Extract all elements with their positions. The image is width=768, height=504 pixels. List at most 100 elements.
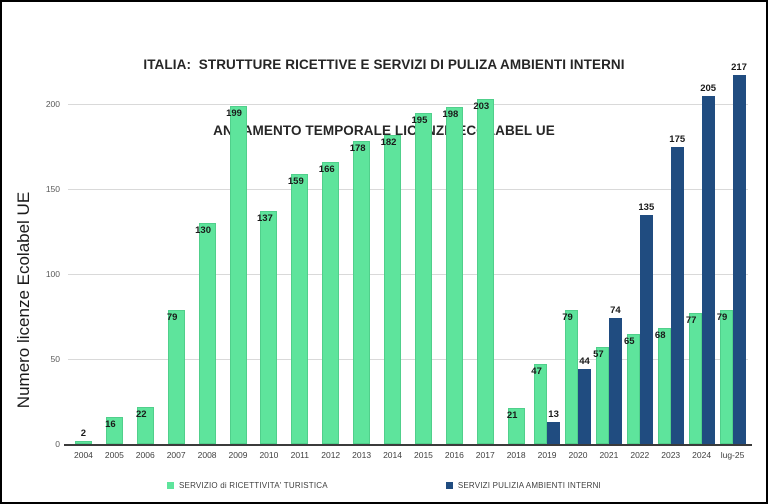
bar-ricettivita-2022 — [626, 333, 640, 444]
bar-label-ricettivita-2005: 16 — [105, 418, 116, 430]
bar-ricettivita-2004 — [74, 440, 92, 444]
x-tick-label-2017: 2017 — [475, 450, 495, 460]
bar-pulizia-2020 — [578, 369, 591, 444]
y-tick-label-100: 100 — [45, 269, 60, 279]
bar-ricettivita-2016 — [445, 107, 463, 444]
bar-label-ricettivita-lug-25: 79 — [716, 311, 728, 323]
bar-label-ricettivita-2004: 2 — [80, 427, 87, 439]
bar-label-ricettivita-2010: 137 — [256, 213, 273, 225]
gridline-100 — [68, 274, 748, 275]
bar-label-pulizia-2023: 175 — [669, 133, 686, 145]
gridline-200 — [68, 104, 748, 105]
x-tick-label-2012: 2012 — [321, 450, 341, 460]
chart-title: ITALIA: STRUTTURE RICETTIVE E SERVIZI DI… — [2, 10, 766, 186]
bar-label-ricettivita-2007: 79 — [166, 311, 178, 323]
x-axis-line — [64, 444, 752, 446]
x-tick-label-2006: 2006 — [135, 450, 155, 460]
bar-ricettivita-2009 — [229, 105, 247, 444]
bar-label-ricettivita-2015: 195 — [411, 114, 428, 126]
bar-ricettivita-2012 — [322, 161, 340, 444]
bar-ricettivita-2007 — [167, 309, 185, 444]
chart-title-line1: ITALIA: STRUTTURE RICETTIVE E SERVIZI DI… — [143, 57, 625, 72]
y-tick-label-50: 50 — [50, 354, 60, 364]
y-axis-title: Numero licenze Ecolabel UE — [14, 191, 33, 409]
bar-ricettivita-2017 — [476, 98, 494, 444]
bar-ricettivita-2021 — [595, 347, 609, 444]
bar-label-ricettivita-2014: 182 — [380, 136, 397, 148]
x-tick-label-2015: 2015 — [413, 450, 433, 460]
bar-ricettivita-2005 — [105, 416, 123, 444]
legend-swatch-blue-icon — [445, 482, 453, 489]
gridline-50 — [68, 359, 748, 360]
bar-label-ricettivita-2006: 22 — [135, 408, 147, 420]
bar-ricettivita-2010 — [260, 211, 278, 444]
bar-ricettivita-2024 — [688, 313, 702, 444]
x-tick-label-2008: 2008 — [197, 450, 217, 460]
bar-label-ricettivita-2009: 199 — [226, 107, 242, 119]
bar-ricettivita-2020 — [565, 309, 578, 444]
x-tick-label-2018: 2018 — [506, 450, 526, 460]
bar-label-ricettivita-2020: 79 — [562, 311, 573, 323]
bar-label-pulizia-2024: 205 — [700, 82, 717, 94]
x-tick-label-lug-25: lug-25 — [720, 450, 745, 460]
bar-pulizia-2022 — [639, 214, 653, 444]
bar-label-ricettivita-2021: 57 — [593, 349, 604, 361]
x-tick-label-2016: 2016 — [444, 450, 464, 460]
bar-label-pulizia-2022: 135 — [638, 201, 655, 213]
legend: SERVIZIO di RICETTIVITA' TURISTICA SERVI… — [2, 481, 766, 490]
bar-ricettivita-2011 — [291, 173, 309, 444]
bar-label-ricettivita-2016: 198 — [442, 109, 459, 121]
bar-label-ricettivita-2023: 68 — [654, 330, 666, 342]
x-tick-label-2004: 2004 — [73, 450, 93, 460]
legend-swatch-green-icon — [167, 482, 175, 489]
legend-item-pulizia-ambienti: SERVIZI PULIZIA AMBIENTI INTERNI — [445, 481, 601, 490]
bar-pulizia-lug-25 — [732, 75, 746, 444]
bar-ricettivita-2023 — [657, 328, 671, 444]
x-tick-label-2019: 2019 — [537, 450, 557, 460]
bar-ricettivita-2014 — [384, 134, 402, 444]
bar-label-pulizia-lug-25: 217 — [731, 62, 747, 74]
y-tick-label-150: 150 — [45, 184, 60, 194]
bar-pulizia-2019 — [547, 421, 561, 444]
x-tick-label-2013: 2013 — [352, 450, 372, 460]
gridline-150 — [68, 189, 748, 190]
bar-label-ricettivita-2019: 47 — [531, 366, 542, 378]
bar-ricettivita-lug-25 — [719, 309, 733, 444]
bar-ricettivita-2006 — [136, 406, 154, 444]
bar-label-ricettivita-2024: 77 — [685, 315, 697, 327]
bar-pulizia-2021 — [608, 318, 622, 444]
bar-label-ricettivita-2017: 203 — [473, 100, 490, 112]
x-tick-label-2014: 2014 — [383, 450, 402, 460]
x-tick-label-2021: 2021 — [599, 450, 619, 460]
legend-label-ricettivita-turistica: SERVIZIO di RICETTIVITA' TURISTICA — [179, 481, 328, 490]
bar-pulizia-2024 — [701, 95, 715, 444]
bar-ricettivita-2013 — [353, 141, 371, 444]
x-tick-label-2005: 2005 — [104, 450, 124, 460]
bar-label-ricettivita-2013: 178 — [349, 143, 366, 155]
bar-label-ricettivita-2018: 21 — [506, 410, 518, 422]
bar-pulizia-2023 — [670, 146, 684, 444]
y-tick-label-200: 200 — [45, 99, 60, 109]
bar-ricettivita-2015 — [414, 112, 432, 444]
legend-item-ricettivita-turistica: SERVIZIO di RICETTIVITA' TURISTICA — [167, 481, 328, 490]
bar-label-ricettivita-2011: 159 — [287, 175, 304, 187]
x-tick-label-2010: 2010 — [259, 450, 279, 460]
bar-ricettivita-2019 — [534, 364, 548, 444]
bar-ricettivita-2018 — [507, 408, 525, 444]
bar-label-ricettivita-2008: 130 — [195, 225, 212, 236]
bar-ricettivita-2008 — [198, 223, 216, 444]
bar-label-ricettivita-2022: 65 — [624, 335, 635, 347]
bar-label-pulizia-2021: 74 — [610, 305, 621, 317]
x-tick-label-2022: 2022 — [630, 450, 650, 460]
x-tick-label-2009: 2009 — [228, 450, 248, 460]
x-tick-label-2023: 2023 — [661, 450, 681, 460]
y-tick-label-0: 0 — [55, 439, 60, 449]
x-tick-label-2007: 2007 — [166, 450, 186, 460]
bar-label-pulizia-2020: 44 — [579, 356, 590, 368]
legend-label-pulizia-ambienti: SERVIZI PULIZIA AMBIENTI INTERNI — [457, 481, 601, 490]
x-tick-label-2020: 2020 — [568, 450, 588, 460]
bar-label-ricettivita-2012: 166 — [318, 163, 335, 175]
bar-label-pulizia-2019: 13 — [548, 408, 559, 420]
x-tick-label-2011: 2011 — [290, 450, 309, 460]
